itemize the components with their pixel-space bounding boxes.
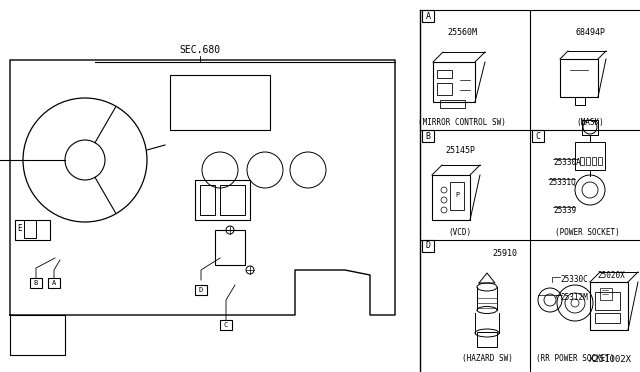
Text: (MIRROR CONTROL SW): (MIRROR CONTROL SW) (418, 118, 506, 126)
Bar (220, 185, 245, 215)
Text: 25020X: 25020X (597, 270, 625, 279)
Text: 25312M: 25312M (560, 294, 588, 302)
Bar (595, 292, 620, 310)
Text: C: C (536, 131, 541, 141)
Text: (POWER SOCKET): (POWER SOCKET) (555, 228, 620, 237)
Bar (532, 130, 544, 142)
Bar (422, 10, 434, 22)
Bar (170, 75, 270, 130)
Text: (HAZARD SW): (HAZARD SW) (461, 353, 513, 362)
Text: 25330C: 25330C (560, 276, 588, 285)
Bar (450, 182, 464, 210)
Bar (586, 157, 590, 165)
Text: 25331Q: 25331Q (548, 177, 576, 186)
Text: 25560M: 25560M (447, 28, 477, 36)
Bar (30, 278, 42, 288)
Bar (220, 320, 232, 330)
Text: 25910: 25910 (493, 248, 518, 257)
Text: (RR POWER SOCKET): (RR POWER SOCKET) (536, 353, 614, 362)
Bar (600, 288, 612, 300)
Text: B: B (426, 131, 431, 141)
Text: D: D (426, 241, 431, 250)
Text: 25145P: 25145P (445, 145, 475, 154)
Text: D: D (199, 287, 203, 293)
Bar (432, 175, 470, 220)
Bar (590, 282, 628, 330)
Text: SEC.680: SEC.680 (179, 45, 221, 55)
Text: A: A (426, 12, 431, 20)
Bar (422, 240, 434, 252)
Bar (422, 130, 434, 142)
Bar (24, 220, 36, 238)
Bar (195, 285, 207, 295)
Bar (560, 59, 598, 97)
Text: C: C (224, 322, 228, 328)
Text: 25339: 25339 (553, 205, 576, 215)
Text: A: A (52, 280, 56, 286)
Bar (595, 313, 620, 323)
Text: B: B (34, 280, 38, 286)
Bar (592, 157, 596, 165)
Bar (215, 230, 245, 265)
Bar (575, 142, 605, 170)
Text: 25330A: 25330A (553, 157, 580, 167)
Text: E: E (17, 224, 22, 232)
Bar (433, 62, 475, 102)
Text: 68494P: 68494P (575, 28, 605, 36)
Bar (440, 100, 465, 108)
Bar (598, 157, 602, 165)
Bar (195, 180, 250, 220)
Text: X251002X: X251002X (589, 356, 632, 365)
Bar (477, 332, 497, 347)
Bar (437, 83, 452, 95)
Bar (200, 185, 215, 215)
Text: (VCD): (VCD) (449, 228, 472, 237)
Text: P: P (455, 192, 459, 198)
Bar (437, 70, 452, 78)
Bar (580, 157, 584, 165)
Bar (48, 278, 60, 288)
Bar (15, 220, 50, 240)
Text: (MASK): (MASK) (576, 118, 604, 126)
